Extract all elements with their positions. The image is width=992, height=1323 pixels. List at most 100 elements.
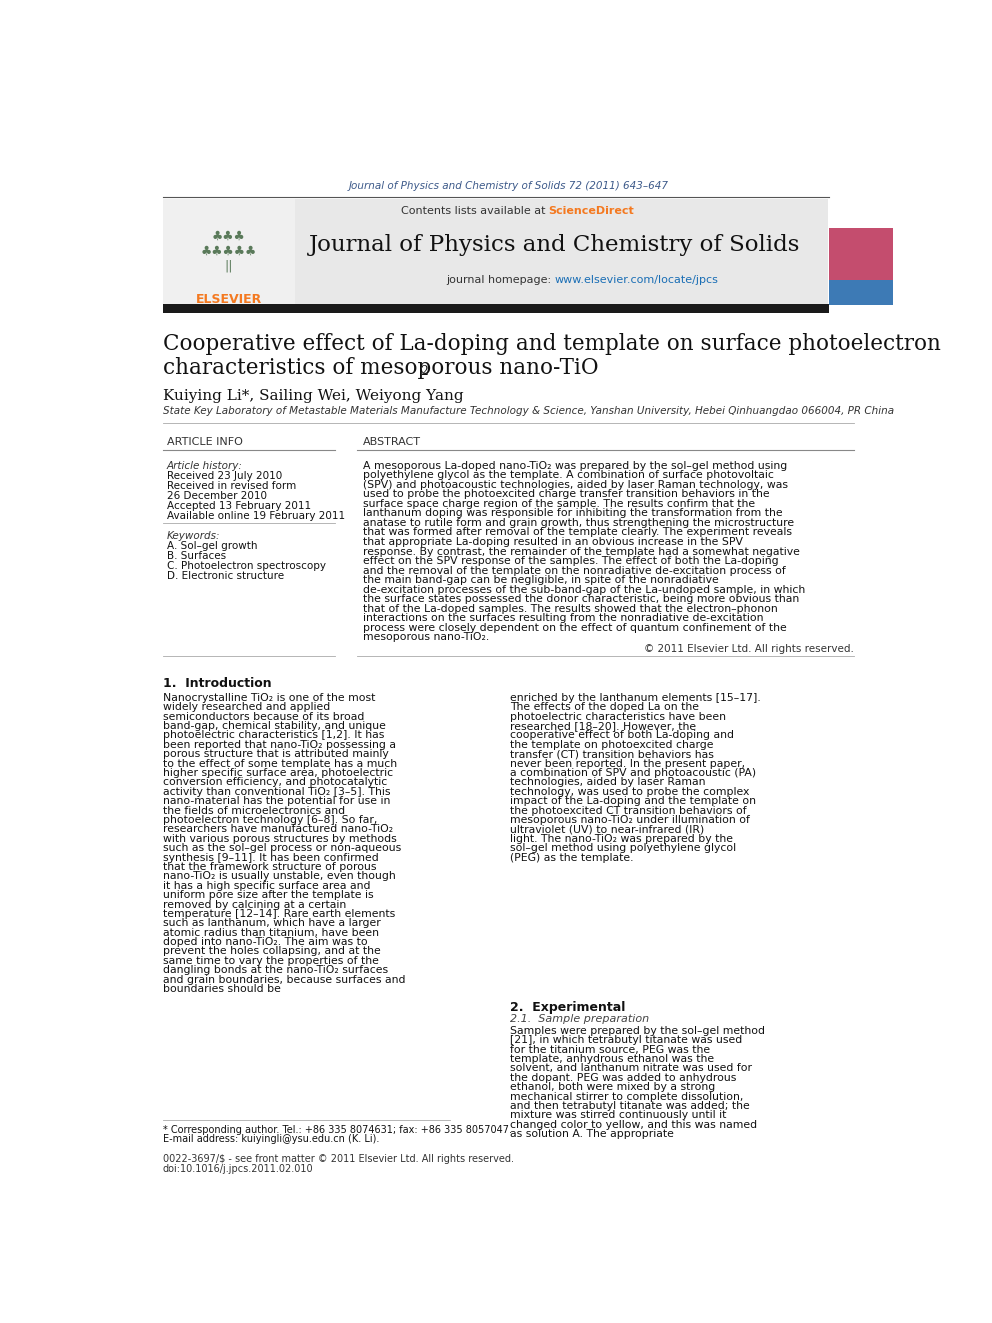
Text: D. Electronic structure: D. Electronic structure <box>167 570 284 581</box>
Text: ethanol, both were mixed by a strong: ethanol, both were mixed by a strong <box>510 1082 715 1093</box>
Text: Available online 19 February 2011: Available online 19 February 2011 <box>167 512 345 521</box>
Text: C. Photoelectron spectroscopy: C. Photoelectron spectroscopy <box>167 561 325 570</box>
Text: mesoporous nano-TiO₂ under illumination of: mesoporous nano-TiO₂ under illumination … <box>510 815 750 826</box>
Text: (PEG) as the template.: (PEG) as the template. <box>510 852 634 863</box>
Bar <box>829 280 893 306</box>
Text: Kuiying Li*, Sailing Wei, Weiyong Yang: Kuiying Li*, Sailing Wei, Weiyong Yang <box>163 389 463 404</box>
Text: nano-TiO₂ is usually unstable, even though: nano-TiO₂ is usually unstable, even thou… <box>163 872 396 881</box>
Text: ABSTRACT: ABSTRACT <box>363 437 421 447</box>
Text: the fields of microelectronics and: the fields of microelectronics and <box>163 806 345 815</box>
Text: as solution A. The appropriate: as solution A. The appropriate <box>510 1129 674 1139</box>
Text: uniform pore size after the template is: uniform pore size after the template is <box>163 890 373 900</box>
Text: such as the sol–gel process or non-aqueous: such as the sol–gel process or non-aqueo… <box>163 843 401 853</box>
Text: E-mail address: kuiyingli@ysu.edu.cn (K. Li).: E-mail address: kuiyingli@ysu.edu.cn (K.… <box>163 1134 379 1144</box>
Text: nano-material has the potential for use in: nano-material has the potential for use … <box>163 796 390 806</box>
Text: ultraviolet (UV) to near-infrared (IR): ultraviolet (UV) to near-infrared (IR) <box>510 824 704 835</box>
Text: technology, was used to probe the complex: technology, was used to probe the comple… <box>510 787 749 796</box>
Text: cooperative effect of both La-doping and: cooperative effect of both La-doping and <box>510 730 734 741</box>
Text: 1.  Introduction: 1. Introduction <box>163 677 272 691</box>
Text: and the removal of the template on the nonradiative de-excitation process of: and the removal of the template on the n… <box>363 566 786 576</box>
Text: 26 December 2010: 26 December 2010 <box>167 491 267 501</box>
Text: A mesoporous La-doped nano-TiO₂ was prepared by the sol–gel method using: A mesoporous La-doped nano-TiO₂ was prep… <box>363 460 787 471</box>
Text: Journal of Physics and Chemistry of Solids 72 (2011) 643–647: Journal of Physics and Chemistry of Soli… <box>348 181 669 191</box>
Text: Received in revised form: Received in revised form <box>167 482 296 491</box>
Bar <box>295 198 827 306</box>
Bar <box>163 304 829 312</box>
Text: response. By contrast, the remainder of the template had a somewhat negative: response. By contrast, the remainder of … <box>363 546 800 557</box>
Text: doped into nano-TiO₂. The aim was to: doped into nano-TiO₂. The aim was to <box>163 937 367 947</box>
Text: the surface states possessed the donor characteristic, being more obvious than: the surface states possessed the donor c… <box>363 594 799 605</box>
Text: ScienceDirect: ScienceDirect <box>549 206 635 216</box>
Text: 2.  Experimental: 2. Experimental <box>510 1002 625 1015</box>
Text: B. Surfaces: B. Surfaces <box>167 550 226 561</box>
Text: the template on photoexcited charge: the template on photoexcited charge <box>510 740 713 750</box>
Text: Keywords:: Keywords: <box>167 531 220 541</box>
Text: and then tetrabutyl titanate was added; the: and then tetrabutyl titanate was added; … <box>510 1101 750 1111</box>
Text: band-gap, chemical stability, and unique: band-gap, chemical stability, and unique <box>163 721 386 732</box>
Text: * Corresponding author. Tel.: +86 335 8074631; fax: +86 335 8057047.: * Corresponding author. Tel.: +86 335 80… <box>163 1125 512 1135</box>
Text: surface space charge region of the sample. The results confirm that the: surface space charge region of the sampl… <box>363 499 755 509</box>
Text: ARTICLE INFO: ARTICLE INFO <box>167 437 242 447</box>
Text: mechanical stirrer to complete dissolution,: mechanical stirrer to complete dissoluti… <box>510 1091 743 1102</box>
Text: widely researched and applied: widely researched and applied <box>163 703 330 712</box>
Text: sol–gel method using polyethylene glycol: sol–gel method using polyethylene glycol <box>510 843 736 853</box>
Text: photoelectric characteristics have been: photoelectric characteristics have been <box>510 712 726 721</box>
Text: Cooperative effect of La-doping and template on surface photoelectron: Cooperative effect of La-doping and temp… <box>163 332 940 355</box>
Text: been reported that nano-TiO₂ possessing a: been reported that nano-TiO₂ possessing … <box>163 740 396 750</box>
Text: researched [18–20]. However, the: researched [18–20]. However, the <box>510 721 696 732</box>
Text: 2.1.  Sample preparation: 2.1. Sample preparation <box>510 1015 649 1024</box>
Text: porous structure that is attributed mainly: porous structure that is attributed main… <box>163 749 389 759</box>
Text: doi:10.1016/j.jpcs.2011.02.010: doi:10.1016/j.jpcs.2011.02.010 <box>163 1164 313 1174</box>
Text: researchers have manufactured nano-TiO₂: researchers have manufactured nano-TiO₂ <box>163 824 393 835</box>
Text: the photoexcited CT transition behaviors of: the photoexcited CT transition behaviors… <box>510 806 747 815</box>
Text: State Key Laboratory of Metastable Materials Manufacture Technology & Science, Y: State Key Laboratory of Metastable Mater… <box>163 406 894 417</box>
Text: Journal of Physics and Chemistry of Solids: Journal of Physics and Chemistry of Soli… <box>310 234 801 255</box>
Text: solvent, and lanthanum nitrate was used for: solvent, and lanthanum nitrate was used … <box>510 1064 752 1073</box>
Text: activity than conventional TiO₂ [3–5]. This: activity than conventional TiO₂ [3–5]. T… <box>163 787 390 796</box>
Text: A. Sol–gel growth: A. Sol–gel growth <box>167 541 257 550</box>
Text: temperature [12–14]. Rare earth elements: temperature [12–14]. Rare earth elements <box>163 909 395 919</box>
Text: never been reported. In the present paper,: never been reported. In the present pape… <box>510 758 745 769</box>
Text: transfer (CT) transition behaviors has: transfer (CT) transition behaviors has <box>510 749 714 759</box>
Bar <box>163 198 295 306</box>
Text: polyethylene glycol as the template. A combination of surface photovoltaic: polyethylene glycol as the template. A c… <box>363 470 774 480</box>
Text: Contents lists available at: Contents lists available at <box>401 206 549 216</box>
Text: template, anhydrous ethanol was the: template, anhydrous ethanol was the <box>510 1054 714 1064</box>
Text: lanthanum doping was responsible for inhibiting the transformation from the: lanthanum doping was responsible for inh… <box>363 508 783 519</box>
Text: dangling bonds at the nano-TiO₂ surfaces: dangling bonds at the nano-TiO₂ surfaces <box>163 966 388 975</box>
Text: and grain boundaries, because surfaces and: and grain boundaries, because surfaces a… <box>163 975 406 984</box>
Text: ♣♣♣
♣♣♣♣♣
||: ♣♣♣ ♣♣♣♣♣ || <box>200 230 257 273</box>
Text: interactions on the surfaces resulting from the nonradiative de-excitation: interactions on the surfaces resulting f… <box>363 614 763 623</box>
Text: the dopant. PEG was added to anhydrous: the dopant. PEG was added to anhydrous <box>510 1073 736 1082</box>
Text: [21], in which tetrabutyl titanate was used: [21], in which tetrabutyl titanate was u… <box>510 1035 742 1045</box>
Text: for the titanium source, PEG was the: for the titanium source, PEG was the <box>510 1045 710 1054</box>
Text: Received 23 July 2010: Received 23 July 2010 <box>167 471 282 482</box>
Text: effect on the SPV response of the samples. The effect of both the La-doping: effect on the SPV response of the sample… <box>363 556 779 566</box>
Text: process were closely dependent on the effect of quantum confinement of the: process were closely dependent on the ef… <box>363 623 787 632</box>
Text: prevent the holes collapsing, and at the: prevent the holes collapsing, and at the <box>163 946 381 957</box>
Text: that was formed after removal of the template clearly. The experiment reveals: that was formed after removal of the tem… <box>363 528 792 537</box>
Text: photoelectric characteristics [1,2]. It has: photoelectric characteristics [1,2]. It … <box>163 730 384 741</box>
Bar <box>829 228 893 280</box>
Text: 2: 2 <box>421 365 429 378</box>
Text: atomic radius than titanium, have been: atomic radius than titanium, have been <box>163 927 379 938</box>
Text: impact of the La-doping and the template on: impact of the La-doping and the template… <box>510 796 756 806</box>
Text: Accepted 13 February 2011: Accepted 13 February 2011 <box>167 501 310 512</box>
Text: The effects of the doped La on the: The effects of the doped La on the <box>510 703 699 712</box>
Text: conversion efficiency, and photocatalytic: conversion efficiency, and photocatalyti… <box>163 778 387 787</box>
Text: to the effect of some template has a much: to the effect of some template has a muc… <box>163 758 397 769</box>
Text: ELSEVIER: ELSEVIER <box>195 294 262 306</box>
Text: a combination of SPV and photoacoustic (PA): a combination of SPV and photoacoustic (… <box>510 767 756 778</box>
Text: semiconductors because of its broad: semiconductors because of its broad <box>163 712 364 721</box>
Text: such as lanthanum, which have a larger: such as lanthanum, which have a larger <box>163 918 381 929</box>
Text: © 2011 Elsevier Ltd. All rights reserved.: © 2011 Elsevier Ltd. All rights reserved… <box>644 643 854 654</box>
Text: boundaries should be: boundaries should be <box>163 984 281 994</box>
Text: with various porous structures by methods: with various porous structures by method… <box>163 833 397 844</box>
Text: it has a high specific surface area and: it has a high specific surface area and <box>163 881 370 890</box>
Text: removed by calcining at a certain: removed by calcining at a certain <box>163 900 346 909</box>
Text: Article history:: Article history: <box>167 460 242 471</box>
Text: 0022-3697/$ - see front matter © 2011 Elsevier Ltd. All rights reserved.: 0022-3697/$ - see front matter © 2011 El… <box>163 1154 514 1164</box>
Text: that appropriate La-doping resulted in an obvious increase in the SPV: that appropriate La-doping resulted in a… <box>363 537 743 546</box>
Text: photoelectron technology [6–8]. So far,: photoelectron technology [6–8]. So far, <box>163 815 377 826</box>
Text: higher specific surface area, photoelectric: higher specific surface area, photoelect… <box>163 767 393 778</box>
